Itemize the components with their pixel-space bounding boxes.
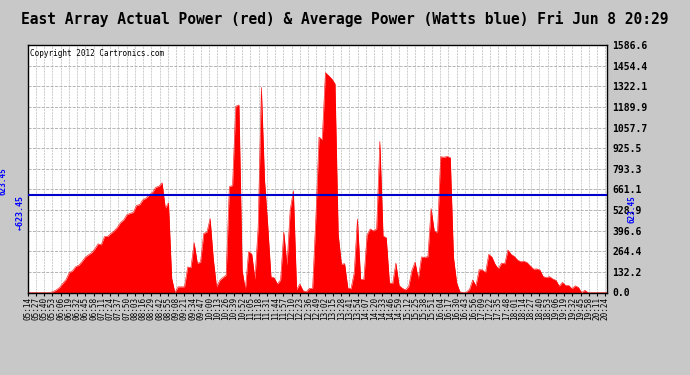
Text: ←623.45: ←623.45 [16,195,25,230]
Text: 623.45: 623.45 [0,168,7,195]
Text: East Array Actual Power (red) & Average Power (Watts blue) Fri Jun 8 20:29: East Array Actual Power (red) & Average … [21,11,669,27]
Text: Copyright 2012 Cartronics.com: Copyright 2012 Cartronics.com [30,49,165,58]
Text: 623.45: 623.45 [628,195,637,223]
